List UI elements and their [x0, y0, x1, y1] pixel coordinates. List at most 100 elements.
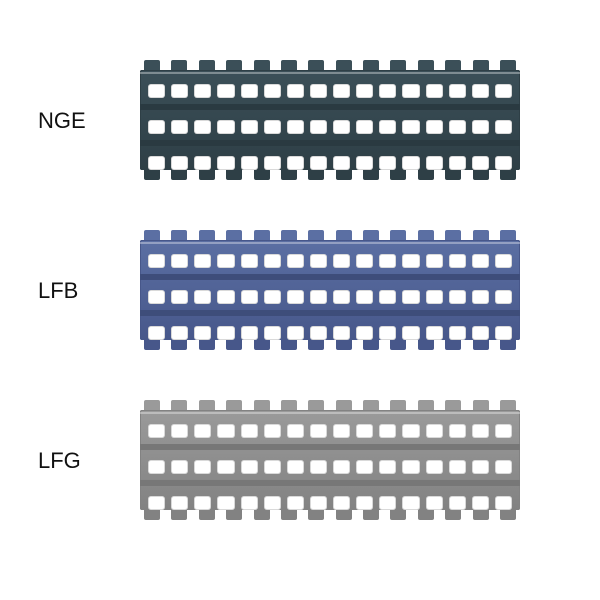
belt-swatch-inner — [140, 60, 520, 180]
belt-slot — [264, 424, 281, 438]
belt-slot — [287, 254, 304, 268]
belt-slot — [171, 84, 188, 98]
belt-slot — [379, 424, 396, 438]
belt-slot — [171, 254, 188, 268]
belt-slot — [495, 120, 512, 134]
belt-slot — [194, 326, 211, 340]
belt-slot — [241, 290, 258, 304]
belt-slot — [426, 460, 443, 474]
belt-slot — [310, 290, 327, 304]
belt-slot — [356, 460, 373, 474]
belt-tab — [500, 400, 516, 410]
belt-slot — [171, 460, 188, 474]
belt-tab — [254, 400, 270, 410]
belt-slot — [426, 254, 443, 268]
belt-tab — [144, 400, 160, 410]
variant-row-lfb: LFB — [0, 230, 600, 350]
belt-tab — [171, 60, 187, 70]
belt-tab — [144, 60, 160, 70]
belt-slot — [402, 496, 419, 510]
belt-slot — [217, 326, 234, 340]
belt-slot — [333, 156, 350, 170]
variant-label: LFG — [38, 448, 128, 474]
belt-slot — [379, 460, 396, 474]
belt-tab — [144, 230, 160, 240]
belt-slot — [402, 290, 419, 304]
belt-slot — [217, 290, 234, 304]
belt-slot-band — [140, 322, 520, 344]
belt-slot — [426, 120, 443, 134]
belt-slot — [171, 290, 188, 304]
belt-swatch — [140, 400, 520, 520]
belt-slot — [310, 156, 327, 170]
belt-highlight — [140, 412, 520, 414]
belt-separator-bar — [140, 274, 520, 280]
belt-slot — [241, 120, 258, 134]
belt-slot — [264, 156, 281, 170]
variant-row-lfg: LFG — [0, 400, 600, 520]
belt-separator-bar — [140, 104, 520, 110]
variant-row-nge: NGE — [0, 60, 600, 180]
belt-slot-band — [140, 492, 520, 514]
belt-slot — [217, 84, 234, 98]
belt-tab — [363, 230, 379, 240]
belt-slot — [426, 326, 443, 340]
belt-slot — [472, 326, 489, 340]
belt-swatch-inner — [140, 400, 520, 520]
belt-tab — [254, 60, 270, 70]
belt-tab — [418, 230, 434, 240]
belt-slot — [449, 496, 466, 510]
belt-slot — [194, 120, 211, 134]
belt-slot — [333, 254, 350, 268]
belt-tab — [199, 230, 215, 240]
belt-slot — [241, 460, 258, 474]
belt-separator-bar — [140, 140, 520, 146]
belt-slot — [379, 326, 396, 340]
belt-slot — [495, 424, 512, 438]
belt-slot — [426, 84, 443, 98]
belt-slot — [310, 254, 327, 268]
belt-slot-band — [140, 250, 520, 272]
belt-tab-row-top — [140, 400, 520, 410]
belt-slot — [379, 290, 396, 304]
belt-slot — [379, 496, 396, 510]
belt-slot — [449, 120, 466, 134]
belt-tab — [500, 60, 516, 70]
belt-slot — [333, 460, 350, 474]
belt-tab — [281, 60, 297, 70]
belt-slot — [356, 496, 373, 510]
belt-slot — [426, 290, 443, 304]
belt-slot — [449, 460, 466, 474]
belt-slot — [287, 84, 304, 98]
belt-slot — [217, 424, 234, 438]
belt-slot — [194, 84, 211, 98]
belt-slot — [449, 156, 466, 170]
belt-slot — [148, 120, 165, 134]
belt-slot — [356, 120, 373, 134]
belt-slot-band — [140, 456, 520, 478]
belt-slot — [333, 84, 350, 98]
belt-tab — [390, 400, 406, 410]
belt-tab-row-top — [140, 230, 520, 240]
belt-slot — [148, 326, 165, 340]
belt-slot — [310, 120, 327, 134]
belt-tab — [308, 400, 324, 410]
belt-slot — [472, 290, 489, 304]
belt-slot — [472, 460, 489, 474]
belt-tab — [336, 230, 352, 240]
belt-slot — [171, 120, 188, 134]
belt-slot — [379, 254, 396, 268]
belt-separator-bar — [140, 310, 520, 316]
belt-highlight — [140, 242, 520, 244]
belt-slot — [148, 84, 165, 98]
belt-slot — [356, 424, 373, 438]
belt-tab — [308, 230, 324, 240]
belt-slot — [148, 156, 165, 170]
belt-separator-bar — [140, 480, 520, 486]
belt-slot — [402, 254, 419, 268]
belt-tab — [473, 60, 489, 70]
belt-slot — [402, 460, 419, 474]
belt-tab — [171, 400, 187, 410]
belt-swatch — [140, 230, 520, 350]
belt-slot — [472, 496, 489, 510]
